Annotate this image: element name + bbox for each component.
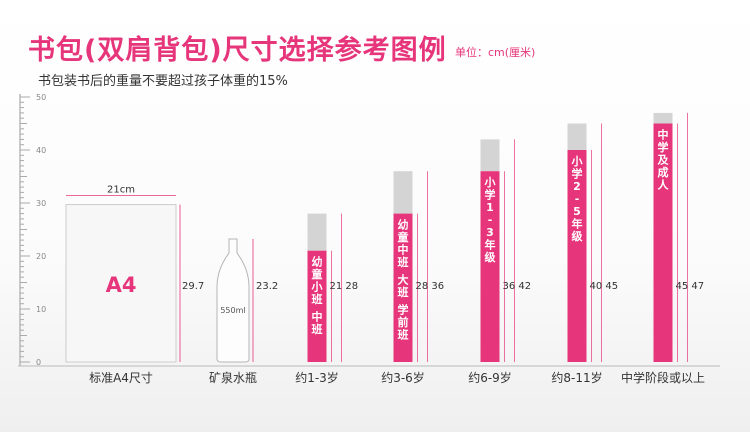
bar-range-label: 36 42	[503, 281, 532, 292]
a4-paper	[65, 204, 177, 363]
category-label: 标准A4尺寸	[89, 371, 153, 385]
bar-top	[480, 139, 500, 172]
bar-range-label: 28 36	[416, 281, 445, 292]
category-label: 矿泉水瓶	[209, 371, 257, 385]
ruler-tick-label: 0	[36, 358, 41, 367]
bar	[567, 150, 587, 362]
bottle-volume-label: 550ml	[220, 306, 245, 315]
bar-top	[393, 171, 413, 214]
bar-range-label: 45 47	[676, 281, 705, 292]
page-title: 书包(双肩背包)尺寸选择参考图例	[28, 35, 447, 66]
a4-width-label: 21cm	[107, 185, 135, 196]
bar-top	[307, 213, 327, 251]
page-subtitle: 书包装书后的重量不要超过孩子体重的15%	[38, 74, 288, 89]
bar-top	[653, 112, 673, 124]
bar-range-label: 40 45	[590, 281, 619, 292]
a4-height-label: 29.7	[182, 281, 204, 292]
category-label: 约8-11岁	[551, 370, 602, 385]
ruler-tick-label: 20	[36, 252, 46, 261]
bar	[480, 171, 500, 362]
water-bottle-icon	[216, 238, 250, 363]
bar	[307, 250, 327, 362]
bar-inner-label: 小学 2 -5 年级	[571, 154, 584, 243]
ruler-tick-label: 40	[36, 146, 46, 155]
category-label: 约6-9岁	[468, 370, 512, 385]
ruler-tick-label: 10	[36, 305, 46, 314]
bar-range-label: 21 28	[330, 281, 359, 292]
category-label: 中学阶段或以上	[621, 370, 705, 385]
bar	[393, 213, 413, 362]
bar-inner-label: 幼童小班中班	[311, 255, 323, 337]
bottle-height-label: 23.2	[256, 281, 278, 292]
category-label: 约3-6岁	[381, 370, 425, 385]
ruler	[19, 94, 30, 366]
bar-inner-label: 中学及成人	[658, 128, 670, 192]
bar-top	[567, 123, 587, 150]
unit-label: 单位：cm(厘米)	[455, 46, 536, 59]
ruler-tick-label: 50	[36, 93, 46, 102]
bar-inner-label: 幼童中班大班学前班	[398, 218, 409, 342]
bar-inner-label: 小学 1 -3 年级	[484, 175, 497, 264]
ruler-tick-label: 30	[36, 199, 46, 208]
bar	[653, 123, 673, 362]
a4-label: A4	[106, 273, 137, 297]
category-label: 约1-3岁	[295, 370, 339, 385]
